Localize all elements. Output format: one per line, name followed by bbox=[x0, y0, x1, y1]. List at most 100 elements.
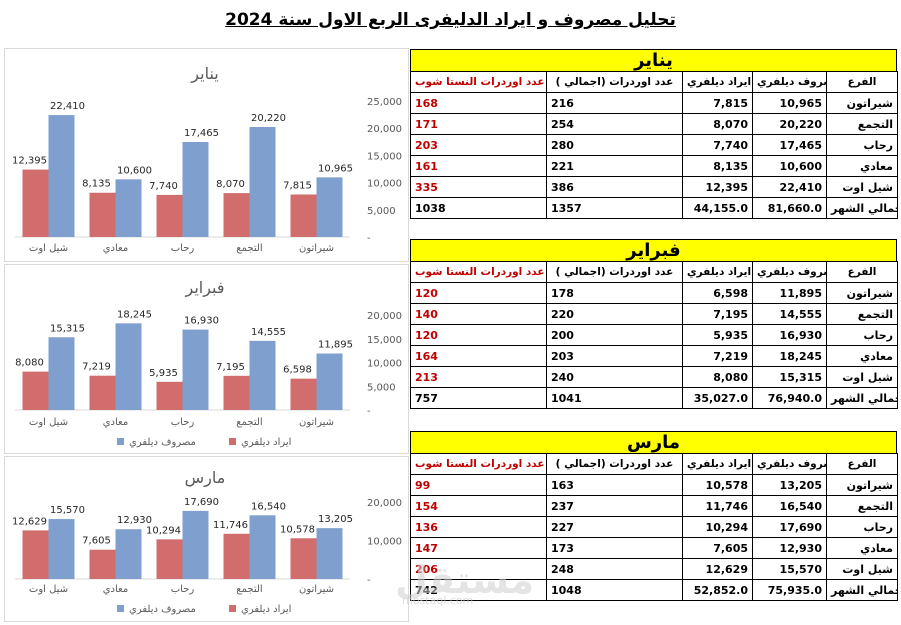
table-header-row: عدد اوردرات النستا شوب عدد اوردرات (اجمال… bbox=[410, 261, 898, 283]
watermark-url: mostaql.com bbox=[402, 594, 474, 607]
expense-data-label: 15,315 bbox=[50, 323, 85, 334]
category-label: رحاب bbox=[171, 243, 195, 254]
revenue-cell: 7,740 bbox=[682, 134, 753, 156]
table-row: 120 200 5,935 16,930 رحاب bbox=[410, 324, 898, 346]
y-tick-label: 15,000 bbox=[367, 335, 402, 346]
table-row: 161 221 8,135 10,600 معادي bbox=[410, 155, 898, 177]
category-label: شيراتون bbox=[299, 584, 334, 595]
category-label: شيل اوت bbox=[29, 243, 68, 254]
expense-cell: 10,965 bbox=[752, 92, 827, 114]
revenue-bar bbox=[22, 371, 49, 410]
chart-march: مارس 20,000 10,000 - 12,629 15,570 شيل اوت 7,60… bbox=[4, 456, 409, 622]
revenue-data-label: 10,578 bbox=[280, 524, 315, 535]
revenue-cell: 8,070 bbox=[682, 113, 753, 135]
table-row: 168 216 7,815 10,965 شيراتون bbox=[410, 92, 898, 114]
branch-cell: التجمع bbox=[826, 113, 898, 135]
header-col5: الفرع bbox=[826, 453, 898, 475]
revenue-data-label: 8,135 bbox=[82, 179, 111, 190]
expense-cell: 17,690 bbox=[752, 516, 827, 538]
branch-cell: شيراتون bbox=[826, 282, 898, 304]
table-february: فبراير عدد اوردرات النستا شوب عدد اوردرات … bbox=[410, 239, 898, 409]
expense-data-label: 16,930 bbox=[184, 316, 219, 327]
total-orders-cell: 178 bbox=[546, 282, 683, 304]
expense-cell: 16,930 bbox=[752, 324, 827, 346]
expense-bar bbox=[115, 179, 142, 237]
expense-cell: 17,465 bbox=[752, 134, 827, 156]
chart-title: مارس bbox=[185, 468, 226, 488]
category-label: التجمع bbox=[236, 243, 262, 254]
expense-cell: 18,245 bbox=[752, 345, 827, 367]
header-col2: عدد اوردرات (اجمالي ) bbox=[546, 453, 683, 475]
chart-title: يناير bbox=[190, 64, 218, 84]
revenue-bar bbox=[223, 533, 250, 579]
revenue-bar bbox=[22, 169, 49, 237]
header-col3: ايراد ديلفري bbox=[682, 71, 753, 93]
total-orders-cell: 203 bbox=[546, 345, 683, 367]
expense-bar bbox=[316, 528, 343, 579]
insta-orders-cell: 161 bbox=[410, 155, 547, 177]
expense-bar bbox=[249, 340, 276, 410]
total-orders-total-cell: 1357 bbox=[546, 197, 683, 219]
y-tick-label: 5,000 bbox=[367, 206, 396, 217]
total-orders-cell: 173 bbox=[546, 537, 683, 559]
y-tick-label: - bbox=[367, 406, 371, 417]
revenue-data-label: 7,195 bbox=[216, 362, 245, 373]
revenue-data-label: 8,080 bbox=[15, 358, 44, 369]
total-orders-cell: 216 bbox=[546, 92, 683, 114]
expense-cell: 15,570 bbox=[752, 558, 827, 580]
chart-title: فبراير bbox=[184, 278, 224, 298]
insta-orders-cell: 213 bbox=[410, 366, 547, 388]
insta-orders-cell: 171 bbox=[410, 113, 547, 135]
total-label-cell: اجمالي الشهر bbox=[826, 387, 898, 409]
total-expense-cell: 81,660.0 bbox=[752, 197, 827, 219]
expense-data-label: 13,205 bbox=[318, 514, 353, 525]
expense-data-label: 15,570 bbox=[50, 505, 85, 516]
insta-orders-cell: 335 bbox=[410, 176, 547, 198]
branch-cell: شيل اوت bbox=[826, 558, 898, 580]
insta-orders-cell: 154 bbox=[410, 495, 547, 517]
total-insta-cell: 742 bbox=[410, 579, 547, 601]
revenue-bar bbox=[156, 194, 183, 237]
revenue-data-label: 7,740 bbox=[149, 181, 178, 192]
revenue-bar bbox=[223, 193, 250, 237]
month-table: عدد اوردرات النستا شوب عدد اوردرات (اجمال… bbox=[410, 261, 898, 409]
legend-revenue-label: ايراد ديلفري bbox=[241, 437, 291, 448]
category-label: شيراتون bbox=[299, 243, 334, 254]
revenue-bar bbox=[223, 375, 250, 410]
table-row: 154 237 11,746 16,540 التجمع bbox=[410, 495, 898, 517]
expense-bar bbox=[115, 323, 142, 410]
y-tick-label: 20,000 bbox=[367, 498, 402, 509]
legend-expense-swatch bbox=[117, 438, 124, 445]
expense-data-label: 14,555 bbox=[251, 327, 286, 338]
y-tick-label: 20,000 bbox=[367, 124, 402, 135]
revenue-cell: 10,578 bbox=[682, 474, 753, 496]
y-tick-label: 5,000 bbox=[367, 382, 396, 393]
category-label: رحاب bbox=[171, 584, 195, 595]
total-label-cell: اجمالي الشهر bbox=[826, 197, 898, 219]
header-col1: عدد اوردرات النستا شوب bbox=[410, 261, 547, 283]
y-tick-label: 25,000 bbox=[367, 97, 402, 108]
total-orders-cell: 220 bbox=[546, 303, 683, 325]
total-insta-cell: 757 bbox=[410, 387, 547, 409]
table-header-row: عدد اوردرات النستا شوب عدد اوردرات (اجمال… bbox=[410, 453, 898, 475]
insta-orders-cell: 120 bbox=[410, 282, 547, 304]
month-header: فبراير bbox=[410, 239, 897, 261]
expense-bar bbox=[249, 515, 276, 579]
table-row: 140 220 7,195 14,555 التجمع bbox=[410, 303, 898, 325]
table-row: 206 248 12,629 15,570 شيل اوت bbox=[410, 558, 898, 580]
revenue-data-label: 11,746 bbox=[213, 520, 248, 531]
revenue-data-label: 6,598 bbox=[283, 365, 312, 376]
table-row: 164 203 7,219 18,245 معادي bbox=[410, 345, 898, 367]
expense-bar bbox=[316, 353, 343, 410]
revenue-bar bbox=[89, 192, 116, 237]
legend-revenue-swatch bbox=[229, 438, 236, 445]
total-revenue-cell: 44,155.0 bbox=[682, 197, 753, 219]
branch-cell: شيراتون bbox=[826, 92, 898, 114]
month-header: مارس bbox=[410, 431, 897, 453]
y-tick-label: 20,000 bbox=[367, 311, 402, 322]
watermark-logo: مستقل bbox=[395, 558, 534, 602]
revenue-cell: 7,605 bbox=[682, 537, 753, 559]
expense-cell: 12,930 bbox=[752, 537, 827, 559]
